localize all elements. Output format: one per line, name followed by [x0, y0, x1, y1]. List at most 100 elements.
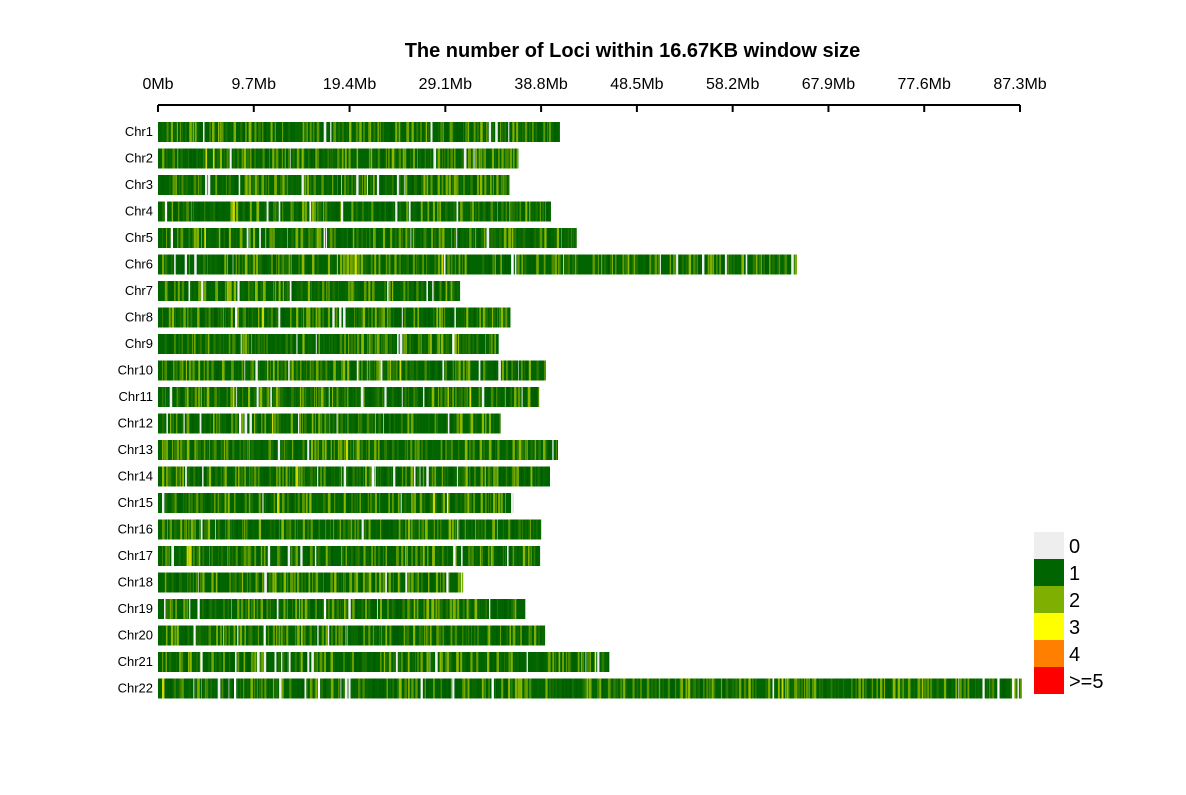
density-stripe: [219, 175, 221, 195]
density-stripe: [237, 625, 239, 646]
density-stripe: [263, 466, 266, 487]
density-stripe: [178, 175, 181, 195]
density-stripe: [540, 652, 544, 672]
density-stripe: [172, 652, 174, 672]
density-stripe: [356, 175, 359, 195]
density-stripe: [164, 493, 168, 513]
density-stripe: [196, 493, 199, 513]
density-stripe: [227, 625, 229, 646]
density-stripe: [337, 334, 339, 354]
density-stripe: [495, 440, 496, 460]
density-stripe: [507, 307, 509, 328]
density-stripe: [680, 678, 683, 699]
density-stripe: [616, 678, 619, 699]
density-stripe: [262, 281, 266, 301]
density-stripe: [213, 519, 214, 540]
density-stripe: [991, 678, 995, 699]
density-stripe: [249, 519, 251, 540]
density-stripe: [402, 254, 406, 275]
density-stripe: [434, 228, 437, 248]
density-stripe: [254, 678, 256, 699]
density-stripe: [705, 254, 707, 275]
density-stripe: [315, 387, 317, 407]
density-stripe: [188, 546, 192, 566]
density-stripe: [281, 625, 283, 646]
density-stripe: [314, 387, 315, 407]
density-stripe: [346, 122, 349, 142]
density-stripe: [275, 148, 279, 169]
density-stripe: [295, 413, 297, 434]
density-stripe: [472, 228, 474, 248]
density-stripe: [502, 175, 505, 195]
density-stripe: [432, 546, 435, 566]
density-stripe: [200, 307, 203, 328]
density-stripe: [360, 254, 364, 275]
density-stripe: [537, 678, 539, 699]
density-stripe: [273, 254, 275, 275]
density-stripe: [181, 307, 184, 328]
density-stripe: [519, 201, 521, 222]
density-stripe: [347, 281, 351, 301]
density-stripe: [392, 678, 395, 699]
density-stripe: [195, 360, 197, 381]
density-stripe: [576, 254, 578, 275]
density-stripe: [490, 466, 492, 487]
density-stripe: [453, 413, 456, 434]
density-stripe: [247, 334, 249, 354]
density-stripe: [248, 387, 251, 407]
density-stripe: [536, 546, 538, 566]
density-stripe: [572, 678, 574, 699]
density-stripe: [506, 148, 509, 169]
density-stripe: [333, 175, 336, 195]
density-stripe: [282, 201, 284, 222]
chromosome-row-chr7: Chr7: [125, 281, 461, 301]
density-stripe: [702, 254, 705, 275]
density-stripe: [540, 122, 541, 142]
density-stripe: [390, 122, 393, 142]
density-stripe: [204, 201, 206, 222]
density-stripe: [435, 572, 439, 593]
density-stripe: [537, 466, 540, 487]
density-stripe: [387, 307, 389, 328]
density-stripe: [448, 546, 451, 566]
density-stripe: [585, 652, 587, 672]
density-stripe: [328, 440, 331, 460]
density-stripe: [414, 281, 416, 301]
density-stripe: [284, 175, 286, 195]
density-stripe: [237, 281, 240, 301]
density-stripe: [356, 466, 358, 487]
density-stripe: [225, 440, 229, 460]
density-stripe: [520, 466, 523, 487]
density-stripe: [654, 254, 658, 275]
density-stripe: [197, 307, 200, 328]
density-stripe: [162, 546, 163, 566]
density-stripe: [188, 228, 191, 248]
density-stripe: [509, 625, 511, 646]
density-stripe: [222, 493, 224, 513]
density-stripe: [628, 678, 631, 699]
density-stripe: [453, 175, 457, 195]
density-stripe: [486, 440, 488, 460]
density-stripe: [427, 148, 429, 169]
density-stripe: [483, 122, 486, 142]
density-stripe: [315, 599, 317, 619]
density-stripe: [323, 652, 326, 672]
density-stripe: [205, 148, 208, 169]
density-stripe: [181, 175, 184, 195]
density-stripe: [499, 307, 500, 328]
density-stripe: [372, 519, 374, 540]
density-stripe: [425, 122, 427, 142]
density-stripe: [384, 440, 387, 460]
density-stripe: [304, 281, 306, 301]
density-stripe: [421, 440, 423, 460]
density-stripe: [465, 466, 468, 487]
density-stripe: [278, 201, 281, 222]
density-stripe: [449, 413, 453, 434]
density-stripe: [234, 387, 236, 407]
density-stripe: [173, 122, 177, 142]
density-stripe: [346, 254, 350, 275]
density-stripe: [294, 519, 296, 540]
density-stripe: [422, 148, 424, 169]
density-stripe: [209, 413, 211, 434]
density-stripe: [874, 678, 876, 699]
